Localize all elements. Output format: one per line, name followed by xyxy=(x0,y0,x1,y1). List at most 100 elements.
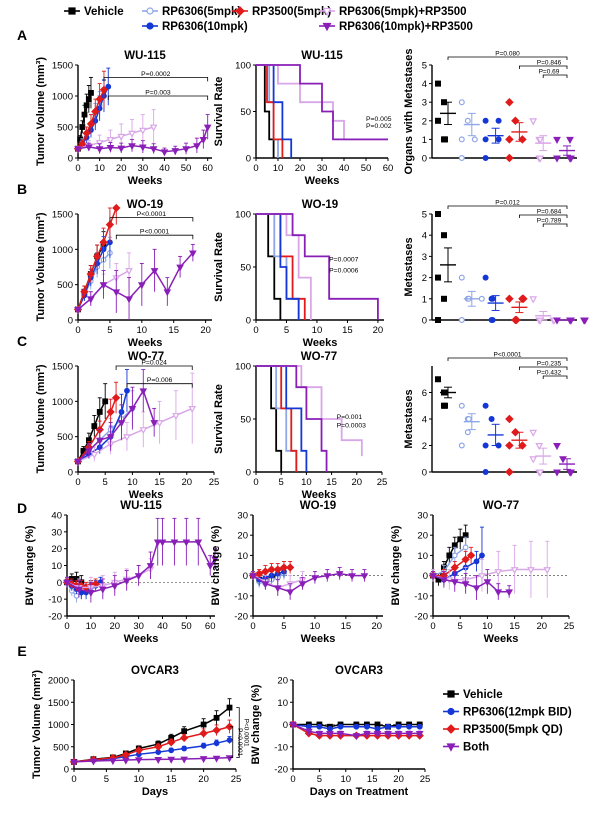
data-point xyxy=(462,544,469,551)
data-point xyxy=(83,102,90,109)
x-tick-label: 0 xyxy=(75,325,80,336)
y-tick-label: 50 xyxy=(240,107,251,118)
x-tick-label: 50 xyxy=(181,621,192,632)
y-axis-label: Metastases xyxy=(403,389,415,448)
data-point xyxy=(137,282,146,290)
x-tick-label: 10 xyxy=(273,163,284,174)
data-point xyxy=(139,127,147,135)
data-point xyxy=(212,755,221,763)
data-point xyxy=(482,117,489,124)
x-tick-label: 10 xyxy=(301,477,312,488)
y-axis-label: Tumor Volume (mm³) xyxy=(35,57,47,166)
data-point xyxy=(88,89,94,96)
data-point xyxy=(395,723,402,730)
data-point xyxy=(363,730,371,738)
data-point xyxy=(405,730,413,738)
data-point xyxy=(225,755,234,763)
chart-title: WU-115 xyxy=(120,500,162,512)
data-point xyxy=(273,565,282,574)
y-axis-label: Tumor Volume (mm³) xyxy=(31,670,43,779)
data-point xyxy=(441,232,448,239)
y-tick-label: 1000 xyxy=(52,397,73,408)
data-point xyxy=(128,130,136,138)
data-point xyxy=(289,722,297,730)
data-point xyxy=(226,704,233,711)
data-point xyxy=(482,442,489,449)
data-point xyxy=(458,274,465,281)
x-tick-label: 25 xyxy=(564,621,575,632)
y-tick-label: 30 xyxy=(417,511,428,522)
y-tick-label: 50 xyxy=(240,263,251,274)
x-tick-label: 20 xyxy=(109,621,120,632)
legend-marker-combo_10 xyxy=(446,743,456,752)
x-tick-label: 10 xyxy=(134,774,145,785)
chart-b2: 0 50 100 0 5 10 15 20 WO-19 Weeks Survival Rate P=0… xyxy=(213,199,384,349)
data-point xyxy=(441,295,448,302)
x-tick-label: 25 xyxy=(209,477,220,488)
data-point xyxy=(553,443,561,451)
chart-c2: 0 50 100 0 5 10 15 20 25 WO-77 Weeks Survival Rate P… xyxy=(213,351,387,501)
p-value-label: P=0.432 xyxy=(537,370,562,377)
data-point xyxy=(305,723,312,730)
data-point xyxy=(316,723,323,730)
data-point xyxy=(464,429,471,436)
data-point xyxy=(315,730,324,738)
y-axis-label: Tumor Volume (mm³) xyxy=(35,364,47,473)
x-axis-label: Weeks xyxy=(302,489,337,501)
chart-title: OVCAR3 xyxy=(131,665,179,677)
x-tick-label: 25 xyxy=(377,477,388,488)
y-axis-label: Survival Rate xyxy=(213,384,225,454)
y-axis-label: BW change (%) xyxy=(250,684,262,764)
x-tick-label: 5 xyxy=(317,774,322,785)
data-point xyxy=(99,282,108,290)
y-tick-label: 0 xyxy=(246,154,251,165)
data-point xyxy=(74,459,82,466)
data-point xyxy=(213,740,220,747)
data-point xyxy=(494,569,503,577)
y-tick-label: 2000 xyxy=(48,676,69,687)
data-point xyxy=(494,589,503,597)
x-tick-label: 0 xyxy=(64,621,69,632)
data-point xyxy=(482,136,489,143)
data-point xyxy=(206,563,215,571)
data-point xyxy=(505,97,514,107)
y-tick-label: 3 xyxy=(422,252,427,263)
panel-letter-c: C xyxy=(17,333,27,349)
chart-title: WU-115 xyxy=(301,50,343,62)
data-point xyxy=(200,721,207,728)
data-point xyxy=(122,757,130,765)
y-tick-label: 0 xyxy=(422,468,427,479)
data-point xyxy=(273,585,282,593)
data-point xyxy=(536,469,545,477)
data-point xyxy=(160,149,169,157)
y-tick-label: 0 xyxy=(422,316,427,327)
x-tick-label: 50 xyxy=(361,163,372,174)
data-point xyxy=(505,589,513,597)
data-point xyxy=(150,420,158,428)
x-tick-label: 30 xyxy=(133,621,144,632)
data-point xyxy=(106,434,115,442)
data-point xyxy=(112,289,121,297)
legend-label-vehicle: Vehicle xyxy=(84,6,124,18)
data-point xyxy=(472,585,481,593)
y-tick-label: 100 xyxy=(235,210,251,221)
data-point xyxy=(203,124,212,132)
data-point xyxy=(466,551,476,560)
p-value-label: P=0.006 xyxy=(147,377,173,384)
panel-letter-d: D xyxy=(17,500,27,516)
x-tick-label: 5 xyxy=(458,621,463,632)
legend-top: Vehicle RP6306(5mpk) RP3500(5mpk) RP6306(5m… xyxy=(64,6,473,33)
data-point xyxy=(505,441,514,450)
data-point xyxy=(510,567,519,575)
data-point xyxy=(182,146,190,154)
data-point xyxy=(435,80,442,87)
data-point xyxy=(298,581,307,589)
data-point xyxy=(188,406,197,413)
y-tick-label: 500 xyxy=(53,742,69,753)
y-tick-label: 100 xyxy=(235,362,251,373)
data-point xyxy=(109,758,117,766)
y-tick-label: 20 xyxy=(417,531,428,542)
y-tick-label: 500 xyxy=(57,280,73,291)
data-point xyxy=(180,733,189,742)
data-point xyxy=(99,85,109,94)
